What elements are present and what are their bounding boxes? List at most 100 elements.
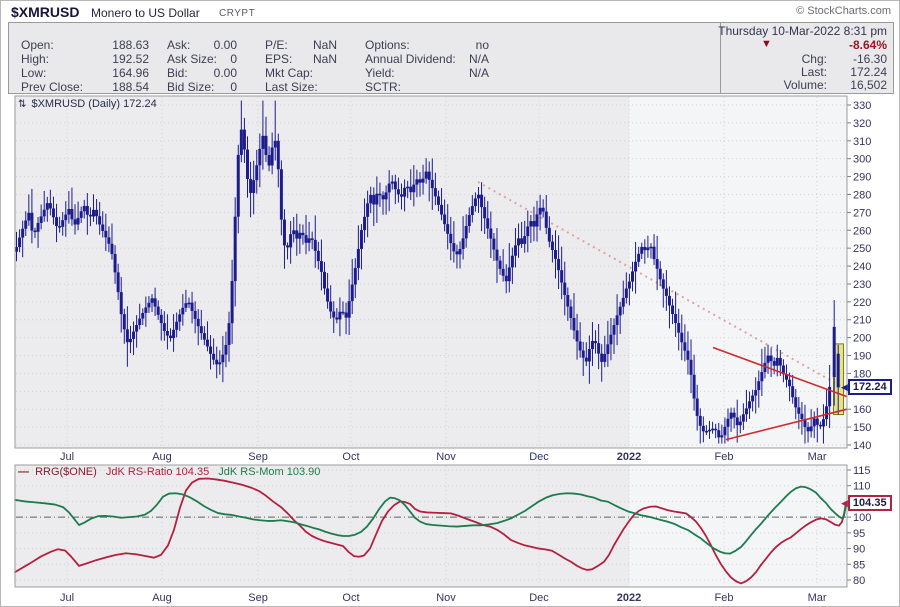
svg-text:300: 300 (853, 154, 871, 166)
quote-row: Yield: N/A (365, 66, 489, 80)
svg-text:240: 240 (853, 261, 871, 273)
svg-text:Dec: Dec (529, 451, 549, 463)
quote-label: Options: (365, 38, 410, 52)
quote-value: N/A (468, 66, 489, 80)
svg-text:250: 250 (853, 243, 871, 255)
svg-text:210: 210 (853, 315, 871, 327)
svg-text:Nov: Nov (436, 451, 456, 463)
svg-text:180: 180 (853, 368, 871, 380)
rrg-legend: — RRG($ONE) JdK RS-Ratio 104.35 JdK RS-M… (18, 466, 320, 478)
quote-row: Open: 188.63 (21, 38, 149, 52)
quote-row: Mkt Cap: (265, 66, 337, 80)
svg-text:Mar: Mar (808, 592, 827, 604)
quote-row: Bid: 0.00 (167, 66, 237, 80)
copyright-text: © StockCharts.com (796, 5, 891, 17)
svg-text:Feb: Feb (715, 451, 734, 463)
svg-text:Dec: Dec (529, 592, 549, 604)
percent-change: -8.64% (848, 38, 887, 52)
quote-value: 0.00 (213, 66, 237, 80)
quote-value: 164.96 (112, 66, 149, 80)
quote-value: no (475, 38, 489, 52)
svg-text:Jul: Jul (60, 592, 74, 604)
svg-text:150: 150 (853, 422, 871, 434)
quote-row: SCTR: (365, 80, 489, 94)
quote-label: Yield: (365, 66, 395, 80)
quote-label: P/E: (265, 38, 288, 52)
quote-label: Last Size: (265, 80, 318, 94)
quote-label: SCTR: (365, 80, 401, 94)
svg-text:2022: 2022 (617, 451, 641, 463)
rrg-value: 104.35 (847, 495, 892, 512)
svg-text:Jul: Jul (60, 451, 74, 463)
quote-value: NaN (312, 52, 337, 66)
quote-row: Ask Size: 0 (167, 52, 237, 66)
svg-text:95: 95 (853, 528, 865, 540)
svg-text:190: 190 (853, 351, 871, 363)
quote-label: Annual Dividend: (365, 52, 456, 66)
svg-text:200: 200 (853, 333, 871, 345)
symbol-category: CRYPT (219, 8, 256, 19)
quote-value: -16.30 (852, 52, 887, 66)
last-price-tag: ◀ 172.24 (841, 379, 892, 396)
tag-arrow-icon: ◀ (841, 498, 848, 509)
quote-row: Prev Close: 188.54 (21, 80, 149, 94)
svg-text:80: 80 (853, 575, 865, 587)
rrg-value-tag: ◀ 104.35 (841, 495, 892, 512)
svg-text:Oct: Oct (342, 451, 359, 463)
svg-text:Aug: Aug (152, 592, 172, 604)
quote-row: High: 192.52 (21, 52, 149, 66)
tag-arrow-icon: ◀ (841, 382, 848, 393)
quote-value: 188.54 (112, 80, 149, 94)
quote-label: Ask Size: (167, 52, 218, 66)
svg-text:260: 260 (853, 225, 871, 237)
quote-row: Ask: 0.00 (167, 38, 237, 52)
quote-row: Chg: -16.30 (802, 52, 887, 66)
quote-col-misc: Options: no Annual Dividend: N/A Yield: N/A… (365, 38, 489, 94)
quote-row: Last: 172.24 (801, 65, 887, 79)
svg-text:140: 140 (853, 440, 871, 452)
quote-label: Last: (800, 65, 827, 79)
quote-col-bidask: Ask: 0.00 Ask Size: 0 Bid: 0.00 Bid Size: 0 (167, 38, 237, 94)
quote-label: Mkt Cap: (265, 66, 314, 80)
svg-text:310: 310 (853, 136, 871, 148)
quote-label: Open: (21, 38, 54, 52)
quote-label: Prev Close: (21, 80, 84, 94)
quote-row: Bid Size: 0 (167, 80, 237, 94)
quote-label: Bid Size: (167, 80, 215, 94)
quote-value: 0 (230, 52, 237, 66)
quote-summary-panel: Open: 188.63 High: 192.52 Low: 164.96 Prev … (8, 22, 894, 94)
quote-value: N/A (468, 52, 489, 66)
quote-row: EPS: NaN (265, 52, 337, 66)
svg-text:270: 270 (853, 207, 871, 219)
svg-text:330: 330 (853, 100, 871, 112)
svg-text:Sep: Sep (248, 592, 268, 604)
svg-text:Aug: Aug (152, 451, 172, 463)
rrg-indicator-name: RRG($ONE) (35, 466, 97, 478)
quote-label: Bid: (167, 66, 188, 80)
quote-row: Last Size: (265, 80, 337, 94)
svg-text:85: 85 (853, 559, 865, 571)
quote-label: Low: (21, 66, 47, 80)
quote-col-fundamentals: P/E: NaN EPS: NaN Mkt Cap: Last Size: (265, 38, 337, 94)
quote-value: 0 (230, 80, 237, 94)
svg-text:280: 280 (853, 189, 871, 201)
svg-text:Sep: Sep (248, 451, 268, 463)
svg-text:2022: 2022 (617, 592, 641, 604)
svg-text:220: 220 (853, 297, 871, 309)
svg-text:115: 115 (853, 465, 871, 477)
down-triangle-icon: ▼ (761, 38, 772, 50)
svg-text:100: 100 (853, 512, 871, 524)
svg-text:320: 320 (853, 118, 871, 130)
rs-ratio-label: JdK RS-Ratio 104.35 (105, 466, 210, 478)
svg-text:Oct: Oct (342, 592, 359, 604)
quote-label: EPS: (265, 52, 293, 66)
quote-col-ohlc: Open: 188.63 High: 192.52 Low: 164.96 Prev … (21, 38, 149, 94)
quote-value: 16,502 (850, 78, 887, 92)
chart-title-overlay: ⇅ $XMRUSD (Daily) 172.24 (18, 98, 157, 110)
quote-row: Annual Dividend: N/A (365, 52, 489, 66)
quote-value: 172.24 (850, 65, 887, 79)
quote-row: Volume: 16,502 (784, 78, 887, 92)
legend-swatch-icon: — (18, 466, 29, 478)
svg-text:Mar: Mar (808, 451, 827, 463)
